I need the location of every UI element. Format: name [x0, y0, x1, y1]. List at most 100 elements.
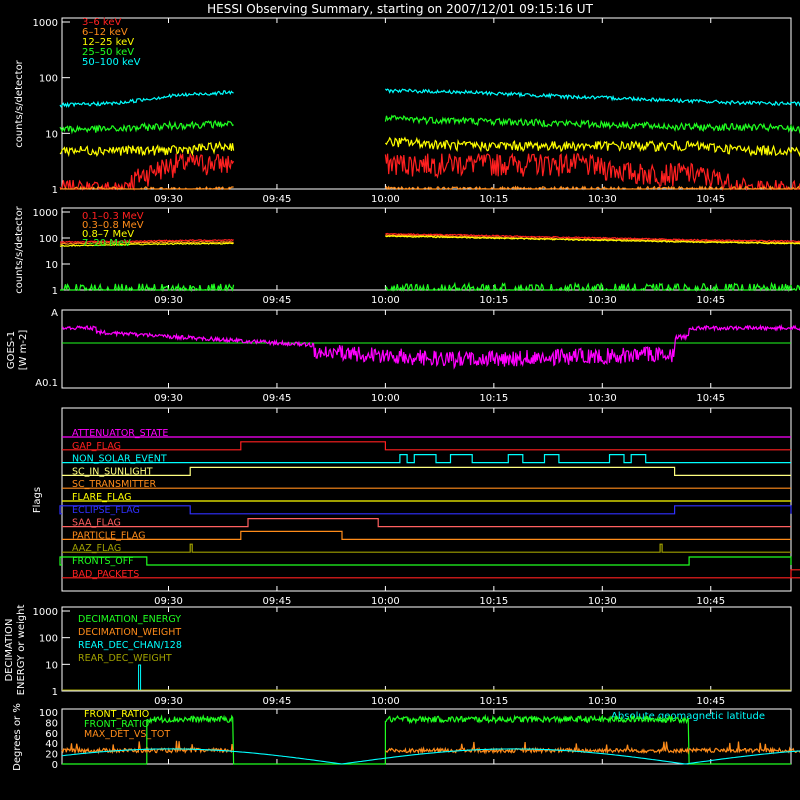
time-tick-label: 10:30	[588, 194, 617, 205]
time-tick-label: 10:45	[696, 696, 725, 707]
flag-line	[59, 556, 792, 566]
panel-4-axis	[61, 407, 792, 592]
panel-5-axis	[61, 606, 792, 692]
y-tick-label: 1	[52, 687, 58, 698]
time-tick-label: 10:00	[371, 393, 400, 404]
time-tick-label: 10:45	[696, 393, 725, 404]
y-tick-label: 1	[52, 185, 58, 196]
time-tick-label: 10:30	[588, 295, 617, 306]
legend-entry: 25–50 keV	[82, 47, 134, 58]
time-tick-label: 09:45	[263, 295, 292, 306]
flag-label: SAA_FLAG	[72, 518, 121, 529]
flag-label: NON_SOLAR_EVENT	[72, 454, 167, 465]
time-tick-label: 10:15	[479, 194, 508, 205]
geomagnetic-latitude-annotation: Absolute geomagnetic latitude	[611, 711, 765, 722]
flag-label: SC_TRANSMITTER	[72, 479, 157, 490]
time-tick-label: 10:30	[588, 596, 617, 607]
flag-line	[62, 518, 791, 528]
y-tick-label: 1000	[33, 208, 58, 219]
legend-entry: DECIMATION_ENERGY	[78, 614, 181, 625]
panel-5-ylabel-2: ENERGY or weight	[16, 605, 27, 696]
series-line-0	[60, 232, 800, 244]
goes-flux-line	[61, 323, 800, 370]
legend-entry: FRONT_RATIO	[84, 709, 149, 720]
legend-entry: 12–25 keV	[82, 37, 134, 48]
flag-line	[62, 530, 791, 540]
panel-2-ylabel: counts/s/detector	[14, 205, 25, 293]
y-tick-label: 1000	[33, 18, 58, 29]
y-tick-label: 10	[45, 260, 58, 271]
time-tick-label: 09:45	[263, 596, 292, 607]
flag-label: FRONTS_OFF	[72, 556, 134, 567]
legend-entry: 50–100 keV	[82, 57, 141, 68]
legend-entry: 3–6 keV	[82, 17, 121, 28]
flag-label: BAD_PACKETS	[72, 569, 139, 580]
time-tick-label: 10:00	[371, 295, 400, 306]
time-tick-label: 10:00	[371, 696, 400, 707]
legend-entry: 0.3–0.8 MeV	[82, 220, 144, 231]
flag-label: GAP_FLAG	[72, 441, 121, 452]
flag-line	[62, 543, 791, 553]
plot-title: HESSI Observing Summary, starting on 200…	[207, 2, 593, 16]
time-tick-label: 09:45	[263, 194, 292, 205]
flag-label: ECLIPSE_FLAG	[72, 505, 140, 516]
y-tick-label: 40	[45, 739, 58, 750]
y-tick-label: 100	[39, 634, 58, 645]
time-tick-label: 09:30	[154, 295, 183, 306]
time-tick-label: 10:00	[371, 596, 400, 607]
panel-6-axis	[61, 708, 792, 765]
time-tick-label: 10:15	[479, 696, 508, 707]
legend-entry: 0.8–7 MeV	[82, 229, 134, 240]
series-line-3	[59, 114, 800, 135]
y-tick-label: 10	[45, 129, 58, 140]
legend-entry: REAR_DEC_CHAN/128	[78, 640, 182, 651]
panel-3-ylabel-units: [W m-2]	[18, 330, 29, 371]
series-line-4	[59, 88, 800, 109]
panel-6-ylabel: Degrees or %	[12, 703, 23, 771]
flag-label: SC_IN_SUNLIGHT	[72, 466, 153, 477]
time-tick-label: 09:30	[154, 194, 183, 205]
max-det-line	[61, 740, 800, 755]
flag-label: PARTICLE_FLAG	[72, 530, 145, 541]
y-tick-label: 0	[52, 760, 58, 771]
flag-label: ATTENUATOR_STATE	[72, 428, 168, 439]
y-tick-label: A0.1	[35, 378, 58, 389]
panel-1-ylabel: counts/s/detector	[14, 59, 25, 147]
panel-3-axis	[61, 309, 792, 389]
time-tick-label: 10:15	[479, 596, 508, 607]
time-tick-label: 09:30	[154, 696, 183, 707]
y-tick-label: 100	[39, 708, 58, 719]
legend-entry: 0.1–0.3 MeV	[82, 211, 144, 222]
rear-dec-spike	[138, 664, 142, 690]
panel-2-axis	[61, 207, 792, 291]
flag-line	[62, 466, 791, 476]
time-tick-label: 09:45	[263, 696, 292, 707]
flag-label: FLARE_FLAG	[72, 492, 132, 503]
flag-line	[62, 454, 791, 464]
series-line-2	[59, 235, 800, 247]
y-tick-label: A	[51, 308, 58, 319]
time-tick-label: 10:15	[479, 295, 508, 306]
legend-entry: FRONT_RATIO	[84, 719, 149, 730]
legend-entry: REAR_DEC_WEIGHT	[78, 653, 172, 664]
time-tick-label: 09:45	[263, 393, 292, 404]
legend-entry: 7–20 MeV	[82, 238, 131, 249]
panel-4-ylabel: Flags	[32, 487, 43, 513]
series-line-2	[59, 136, 800, 158]
time-tick-label: 09:30	[154, 393, 183, 404]
legend-entry: DECIMATION_WEIGHT	[78, 627, 181, 638]
time-tick-label: 10:30	[588, 393, 617, 404]
y-tick-label: 10	[45, 660, 58, 671]
time-tick-label: 10:30	[588, 696, 617, 707]
flag-label: AAZ_FLAG	[72, 543, 121, 554]
y-tick-label: 100	[39, 234, 58, 245]
panel-3-ylabel: GOES-1	[6, 331, 17, 369]
y-tick-label: 20	[45, 750, 58, 761]
legend-entry: 6–12 keV	[82, 27, 128, 38]
series-line-1	[60, 185, 800, 191]
panel-5-ylabel: DECIMATION	[4, 618, 15, 681]
y-tick-label: 1000	[33, 607, 58, 618]
time-tick-label: 09:30	[154, 596, 183, 607]
time-tick-label: 10:15	[479, 393, 508, 404]
